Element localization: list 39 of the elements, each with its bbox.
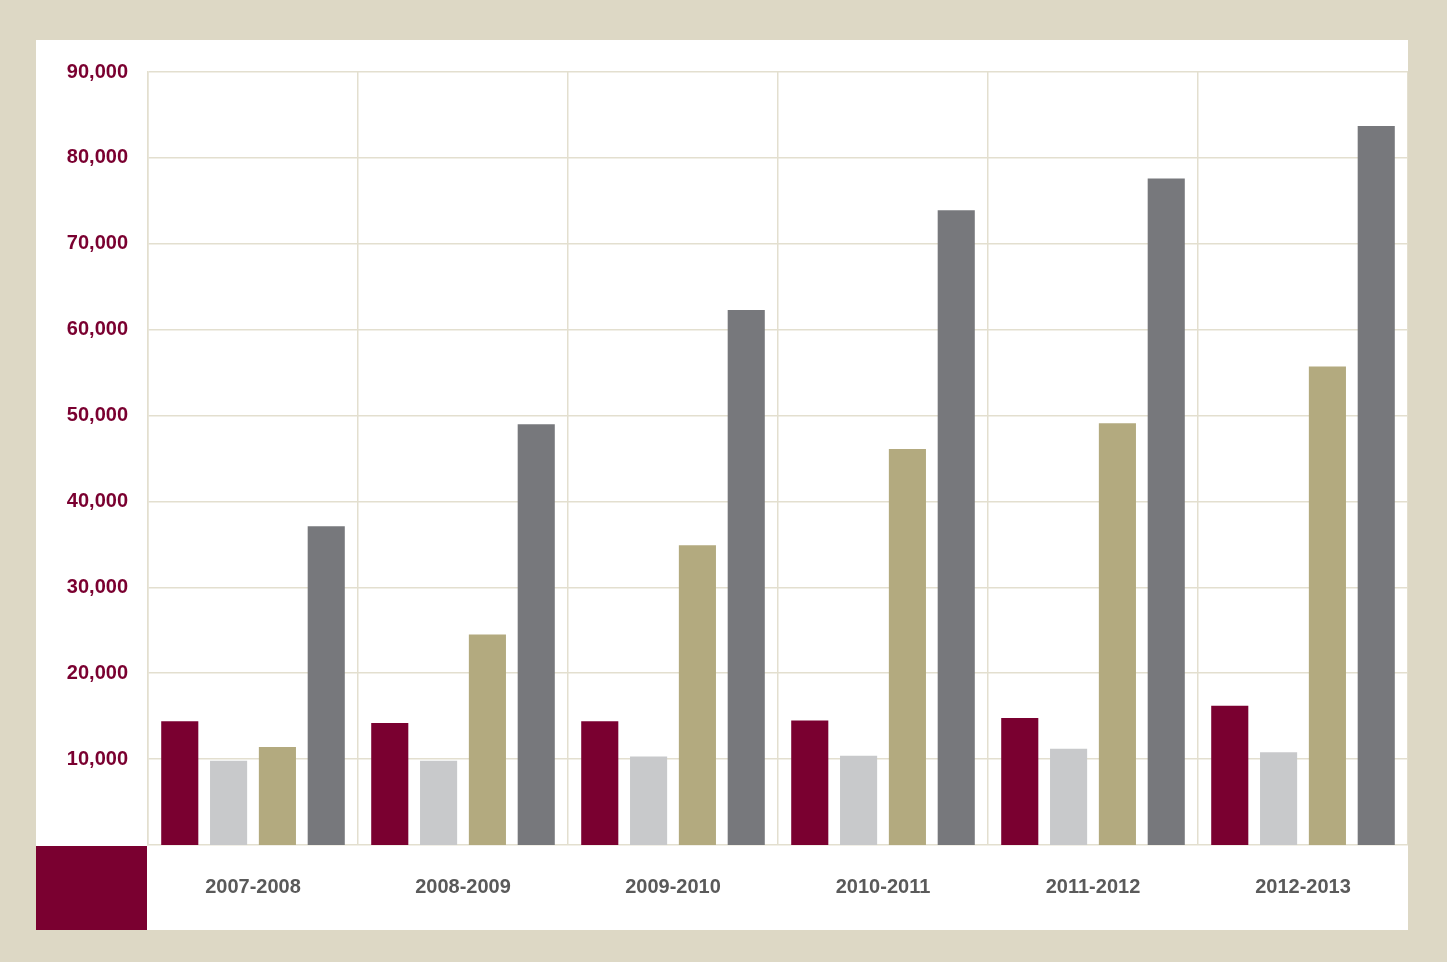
y-tick-label: 80,000 (66, 145, 128, 168)
bar (517, 424, 555, 845)
bar (678, 545, 716, 845)
bar (1357, 126, 1395, 845)
x-tick-label: 2007-2008 (205, 874, 301, 897)
y-tick-label: 70,000 (66, 231, 128, 254)
bar (840, 755, 878, 845)
bar (630, 756, 668, 845)
y-tick-label: 60,000 (66, 317, 128, 340)
x-tick-label: 2011-2012 (1045, 874, 1141, 897)
bar (581, 721, 619, 845)
bar (727, 309, 765, 845)
bar (937, 210, 975, 845)
bar (888, 449, 926, 845)
y-tick-label: 50,000 (66, 403, 128, 426)
x-tick-label: 2010-2011 (835, 874, 931, 897)
bar (1308, 366, 1346, 845)
bar (258, 747, 296, 845)
bar (1050, 748, 1088, 845)
bar (1001, 717, 1039, 845)
y-tick-label: 20,000 (66, 660, 128, 683)
bar (1260, 752, 1298, 845)
bar (1211, 705, 1249, 845)
bar (1098, 423, 1136, 845)
y-tick-label: 90,000 (66, 59, 128, 82)
bar (468, 634, 506, 845)
bar (210, 760, 248, 845)
x-tick-label: 2009-2010 (625, 874, 721, 897)
bar (161, 721, 199, 845)
x-tick-label: 2008-2009 (415, 874, 511, 897)
bar (371, 723, 409, 845)
bar (307, 526, 345, 845)
y-tick-label: 10,000 (66, 746, 128, 769)
bar (420, 760, 458, 845)
y-tick-label: 40,000 (66, 488, 128, 511)
bar (1147, 178, 1185, 845)
x-tick-label: 2012-2013 (1255, 874, 1351, 897)
bar (791, 720, 829, 845)
y-tick-label: 30,000 (66, 574, 128, 597)
